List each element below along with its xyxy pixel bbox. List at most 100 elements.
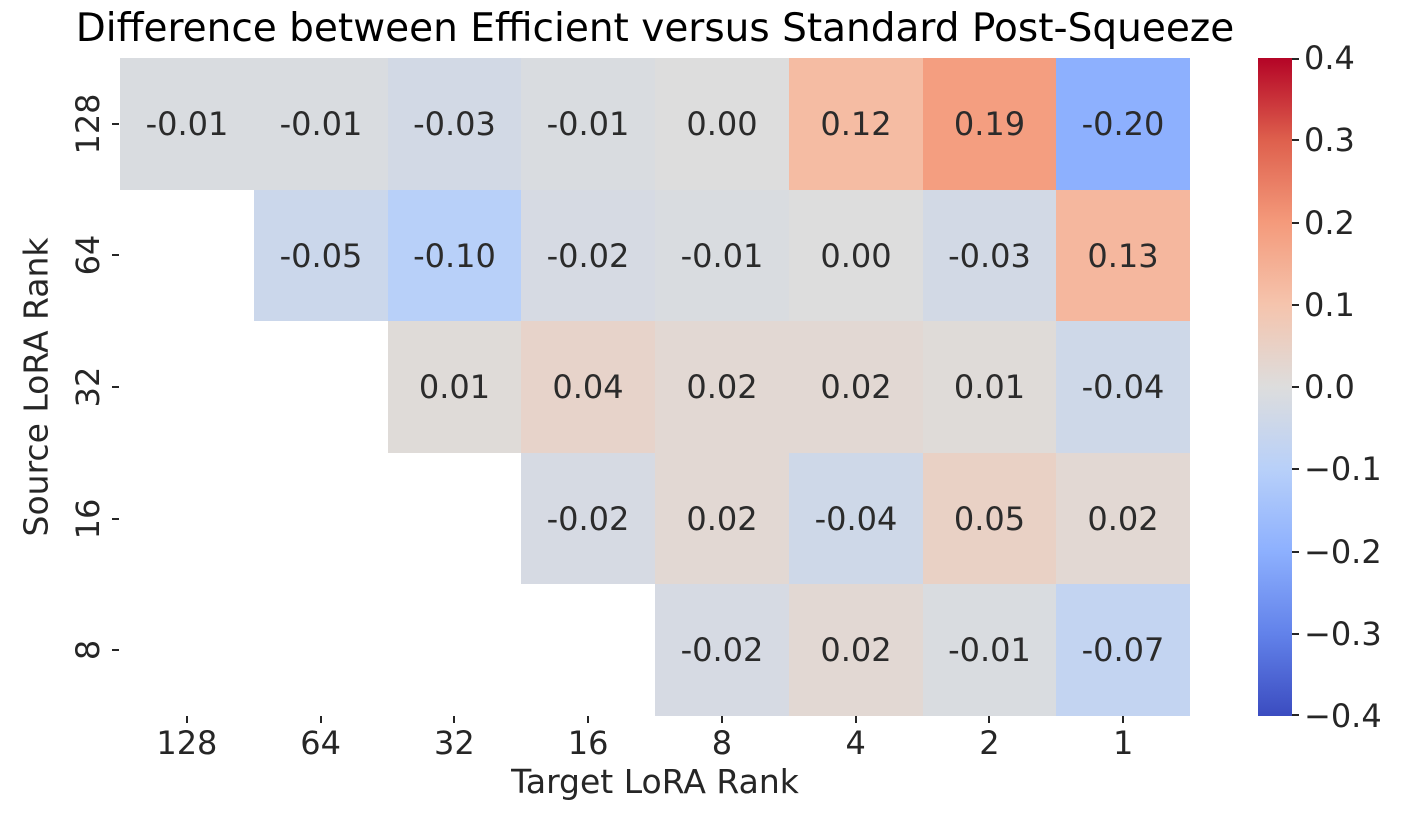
heatmap-cell-value: 0.00 xyxy=(686,105,758,143)
heatmap-cell-value: 0.04 xyxy=(552,368,624,406)
y-tick-mark xyxy=(112,254,119,257)
x-tick-label: 1 xyxy=(1112,724,1134,762)
y-tick-label: 16 xyxy=(69,498,107,539)
colorbar-tick-label: 0.0 xyxy=(1304,368,1355,406)
heatmap-cell: 0.13 xyxy=(1056,190,1190,321)
heatmap-cell: 0.02 xyxy=(789,321,923,453)
heatmap-cell: 0.02 xyxy=(789,584,923,716)
colorbar-tick-label: 0.4 xyxy=(1304,39,1355,77)
heatmap-cell-value: -0.20 xyxy=(1081,105,1165,143)
colorbar-tick-mark xyxy=(1292,303,1299,306)
heatmap-cell: -0.01 xyxy=(923,584,1056,716)
heatmap-cell: 0.12 xyxy=(789,58,923,190)
heatmap-cell-value: -0.10 xyxy=(413,236,496,275)
heatmap-cell: -0.01 xyxy=(521,58,655,190)
heatmap-cell-value: 0.12 xyxy=(820,105,892,143)
heatmap-cell-value: 0.19 xyxy=(953,105,1026,143)
heatmap-cell-value: -0.01 xyxy=(546,105,630,143)
heatmap-cell-value: -0.02 xyxy=(546,236,630,275)
heatmap-cell-value: 0.01 xyxy=(953,368,1026,406)
colorbar-tick-label: −0.1 xyxy=(1304,450,1382,489)
heatmap-cell-value: 0.02 xyxy=(820,368,892,406)
y-tick-label: 128 xyxy=(69,93,107,155)
heatmap-cell: 0.00 xyxy=(789,190,923,321)
colorbar-tick-label: −0.3 xyxy=(1304,614,1382,653)
x-tick-label: 128 xyxy=(156,724,218,762)
heatmap-cell-value: -0.01 xyxy=(948,631,1031,669)
heatmap-cell-value: 0.05 xyxy=(953,499,1026,538)
x-tick-label: 32 xyxy=(434,724,475,762)
x-tick-mark xyxy=(720,716,723,723)
colorbar-tick-mark xyxy=(1292,221,1299,224)
colorbar-gradient xyxy=(1258,58,1292,716)
x-tick-label: 16 xyxy=(567,724,609,762)
x-tick-label: 64 xyxy=(300,724,341,762)
heatmap-cell: 0.02 xyxy=(655,321,789,453)
heatmap-cell: -0.01 xyxy=(655,190,789,321)
x-tick-mark xyxy=(587,716,590,723)
chart-title: Difference between Efficient versus Stan… xyxy=(75,6,1235,51)
x-tick-label: 2 xyxy=(979,724,1000,762)
heatmap-cell: -0.10 xyxy=(388,190,521,321)
heatmap-cell-value: -0.03 xyxy=(948,236,1031,275)
y-tick-label: 32 xyxy=(69,366,107,408)
y-axis-label: Source LoRA Rank xyxy=(16,237,56,537)
colorbar-tick-label: −0.2 xyxy=(1304,532,1382,571)
heatmap-cell-value: -0.01 xyxy=(279,105,363,143)
colorbar-tick-mark xyxy=(1292,139,1299,142)
heatmap-cell-value: 0.02 xyxy=(820,631,892,669)
x-tick-mark xyxy=(185,716,188,723)
x-tick-label: 8 xyxy=(711,724,733,762)
x-tick-mark xyxy=(319,716,322,723)
heatmap-grid: -0.01 -0.01 -0.03 -0.01 0.00 0.12 0.19 -0.20 -0.… xyxy=(120,58,1190,716)
colorbar-tick-mark xyxy=(1292,468,1299,471)
heatmap-cell: -0.02 xyxy=(655,584,789,716)
heatmap-cell-value: 0.02 xyxy=(686,368,758,406)
colorbar-tick-mark xyxy=(1292,550,1299,553)
x-axis-label: Target LoRA Rank xyxy=(511,762,799,801)
colorbar-tick-mark xyxy=(1292,632,1299,635)
colorbar-tick-label: 0.3 xyxy=(1304,121,1355,160)
heatmap-cell: 0.00 xyxy=(655,58,789,190)
colorbar-tick-label: 0.2 xyxy=(1304,203,1355,242)
heatmap-cell: 0.04 xyxy=(521,321,655,453)
heatmap-cell-value: 0.02 xyxy=(1087,499,1159,538)
heatmap-cell: -0.01 xyxy=(120,58,254,190)
colorbar-tick-mark xyxy=(1292,714,1299,716)
x-tick-mark xyxy=(1122,716,1125,723)
heatmap-cell: -0.05 xyxy=(254,190,388,321)
y-tick-label: 8 xyxy=(69,640,107,661)
heatmap-cell: -0.01 xyxy=(254,58,388,190)
y-tick-mark xyxy=(112,386,119,388)
colorbar-tick-mark xyxy=(1292,386,1299,388)
y-tick-mark xyxy=(112,517,119,520)
colorbar xyxy=(1258,58,1292,716)
heatmap-cell: 0.19 xyxy=(923,58,1056,190)
heatmap-cell: -0.04 xyxy=(789,453,923,584)
heatmap-cell: -0.02 xyxy=(521,453,655,584)
heatmap-cell: 0.05 xyxy=(923,453,1056,584)
colorbar-tick-label: 0.1 xyxy=(1304,285,1355,324)
x-tick-mark xyxy=(453,716,456,723)
x-tick-mark xyxy=(988,716,991,723)
colorbar-tick-label: −0.4 xyxy=(1304,697,1382,735)
y-tick-label: 64 xyxy=(69,235,107,276)
heatmap-cell-value: -0.02 xyxy=(680,631,764,669)
heatmap-cell: 0.02 xyxy=(1056,453,1190,584)
y-tick-mark xyxy=(112,649,119,652)
heatmap-cell: 0.01 xyxy=(923,321,1056,453)
heatmap-cell-value: 0.02 xyxy=(686,499,758,538)
heatmap-cell-value: -0.01 xyxy=(145,105,229,143)
heatmap-cell-value: 0.00 xyxy=(820,236,892,275)
heatmap-cell: -0.03 xyxy=(923,190,1056,321)
heatmap-cell-value: -0.04 xyxy=(1081,368,1165,406)
heatmap-cell-value: -0.01 xyxy=(680,236,764,275)
colorbar-tick-mark xyxy=(1292,58,1299,60)
heatmap-cell-value: -0.05 xyxy=(279,236,363,275)
heatmap-cell-value: 0.01 xyxy=(418,368,491,406)
y-tick-mark xyxy=(112,122,119,125)
heatmap-cell-value: -0.02 xyxy=(546,499,630,538)
heatmap-cell-value: -0.04 xyxy=(814,499,898,538)
heatmap-cell: -0.03 xyxy=(388,58,521,190)
